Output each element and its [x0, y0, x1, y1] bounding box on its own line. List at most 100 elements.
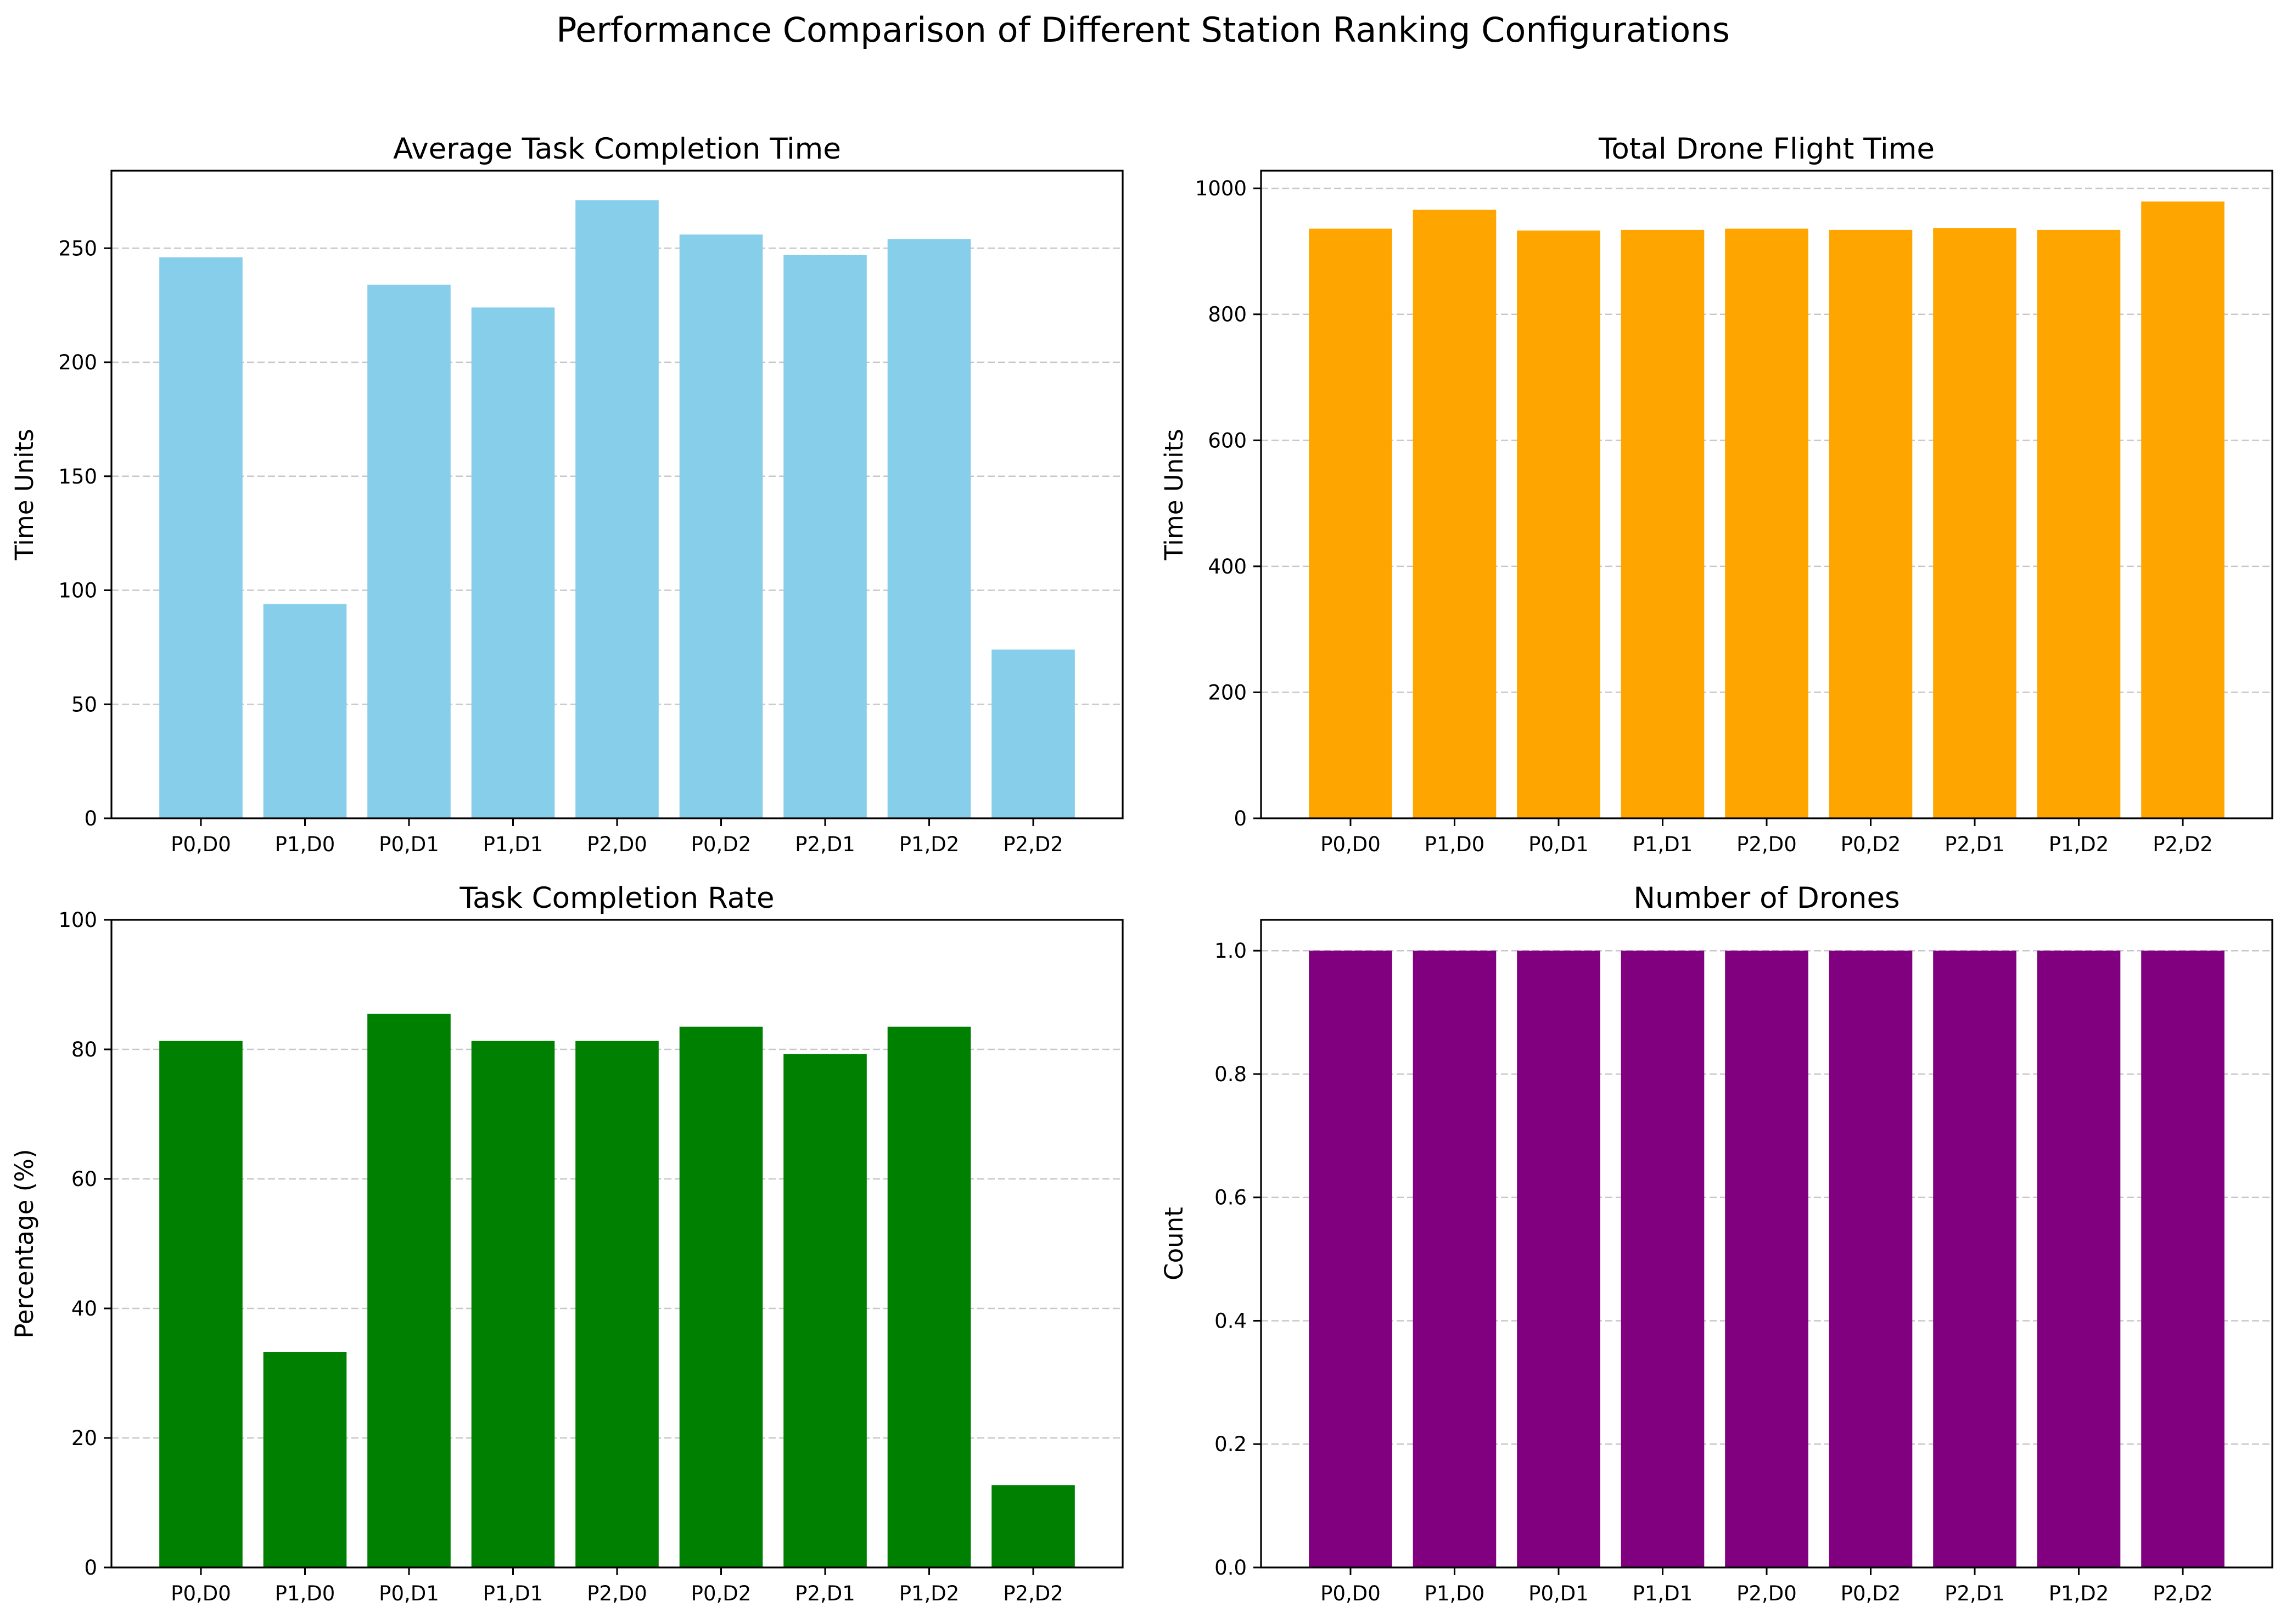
x-tick-label: P2,D0: [1736, 1582, 1797, 1605]
x-tick-label: P2,D2: [2153, 1582, 2213, 1605]
y-axis-label: Time Units: [10, 429, 39, 560]
y-tick-label: 40: [71, 1297, 97, 1320]
y-tick-label: 0: [84, 1556, 97, 1580]
x-tick-label: P0,D2: [691, 1582, 752, 1605]
chart-panel-4: 0.0 0.2 0.4 0.6 0.8 1.0 P0,D0 P1,D0 P0,D1 P1,D1 P2…: [1159, 881, 2273, 1605]
y-tick-label: 1000: [1195, 177, 1247, 200]
x-tick-label: P0,D1: [1528, 1582, 1589, 1605]
y-tick-label: 20: [71, 1426, 97, 1450]
bar: [679, 1026, 763, 1567]
y-axis-label: Percentage (%): [10, 1149, 39, 1338]
x-tick-label: P1,D2: [899, 833, 960, 856]
y-tick-label: 100: [58, 579, 97, 603]
x-tick-label: P0,D0: [1320, 833, 1381, 856]
x-tick-label: P2,D2: [2153, 833, 2213, 856]
bar: [1829, 951, 1913, 1567]
x-tick-label: P0,D1: [1528, 833, 1589, 856]
bar: [1309, 228, 1392, 818]
bar: [1517, 231, 1600, 819]
y-tick-label: 0.2: [1214, 1432, 1247, 1456]
y-tick-label: 800: [1208, 303, 1247, 327]
bar: [887, 239, 971, 818]
y-tick-label: 0.4: [1214, 1309, 1247, 1333]
bar: [1725, 951, 1808, 1567]
x-tick-label: P2,D2: [1003, 833, 1063, 856]
y-tick-label: 0.8: [1214, 1063, 1247, 1086]
bar: [887, 1026, 971, 1567]
y-tick-label: 0: [1234, 807, 1247, 830]
x-tick-label: P1,D1: [483, 1582, 544, 1605]
x-tick-label: P1,D1: [1633, 833, 1693, 856]
bar: [2141, 201, 2225, 819]
bar: [471, 307, 555, 818]
chart-title: Total Drone Flight Time: [1598, 132, 1935, 166]
bar: [783, 255, 867, 818]
x-tick-label: P1,D1: [1633, 1582, 1693, 1605]
x-tick-label: P1,D1: [483, 833, 544, 856]
x-tick-label: P1,D0: [1425, 1582, 1485, 1605]
bar: [679, 234, 763, 819]
y-tick-label: 0.6: [1214, 1186, 1247, 1210]
y-tick-label: 100: [58, 908, 97, 932]
y-tick-label: 0.0: [1214, 1556, 1247, 1580]
x-tick-label: P0,D0: [1320, 1582, 1381, 1605]
bar: [1413, 951, 1497, 1567]
bar: [575, 1041, 659, 1567]
x-tick-label: P2,D1: [1945, 1582, 2005, 1605]
x-tick-label: P1,D2: [899, 1582, 960, 1605]
chart-title: Average Task Completion Time: [393, 132, 841, 166]
bar: [575, 200, 659, 818]
bar: [991, 1485, 1075, 1567]
bar: [471, 1041, 555, 1567]
x-tick-label: P1,D2: [2049, 833, 2109, 856]
bar: [1933, 951, 2016, 1567]
y-tick-label: 600: [1208, 429, 1247, 452]
bar: [783, 1054, 867, 1567]
y-tick-label: 60: [71, 1167, 97, 1191]
bar: [991, 649, 1075, 818]
bar: [1725, 228, 1808, 818]
bar: [1621, 229, 1705, 819]
bar: [159, 1041, 243, 1567]
x-tick-label: P1,D2: [2049, 1582, 2109, 1605]
y-tick-label: 250: [58, 237, 97, 260]
y-axis-label: Time Units: [1159, 429, 1189, 560]
x-tick-label: P1,D0: [275, 833, 335, 856]
bar: [263, 1352, 347, 1567]
chart-panel-3: 0 20 40 60 80 100 P0,D0 P1,D0 P0,D1 P1,D1 P2,D0 P0,…: [10, 881, 1124, 1605]
y-axis-label: Count: [1159, 1207, 1189, 1280]
bar: [367, 1014, 451, 1567]
x-tick-label: P2,D1: [1945, 833, 2005, 856]
bar: [263, 604, 347, 818]
chart-panel-2: 0 200 400 600 800 1000 P0,D0 P1,D0 P0,D1 P1,D1 P2,…: [1159, 132, 2273, 856]
y-tick-label: 200: [1208, 681, 1247, 704]
bar: [367, 284, 451, 818]
bar: [1413, 210, 1497, 818]
x-tick-label: P0,D2: [691, 833, 752, 856]
y-tick-label: 50: [71, 693, 97, 716]
y-tick-label: 0: [84, 807, 97, 830]
y-tick-label: 200: [58, 351, 97, 374]
x-tick-label: P2,D0: [1736, 833, 1797, 856]
chart-panel-1: 0 50 100 150 200 250 P0,D0 P1,D0 P0,D1 P1,D1 P2,D0…: [10, 132, 1124, 856]
x-tick-label: P2,D0: [587, 833, 647, 856]
bar: [1933, 228, 2016, 818]
bar: [1829, 229, 1913, 819]
bar: [1621, 951, 1705, 1567]
bar: [2141, 951, 2225, 1567]
bar: [1517, 951, 1600, 1567]
bar: [1309, 951, 1392, 1567]
x-tick-label: P1,D0: [275, 1582, 335, 1605]
bar: [2037, 229, 2121, 819]
y-tick-label: 1.0: [1214, 939, 1247, 963]
x-tick-label: P0,D2: [1841, 833, 1901, 856]
x-tick-label: P0,D0: [171, 1582, 231, 1605]
bar: [2037, 951, 2121, 1567]
chart-title: Task Completion Rate: [459, 881, 774, 915]
x-tick-label: P0,D0: [171, 833, 231, 856]
x-tick-label: P2,D1: [795, 833, 855, 856]
x-tick-label: P0,D2: [1841, 1582, 1901, 1605]
y-tick-label: 80: [71, 1038, 97, 1061]
x-tick-label: P2,D0: [587, 1582, 647, 1605]
y-tick-label: 400: [1208, 555, 1247, 578]
